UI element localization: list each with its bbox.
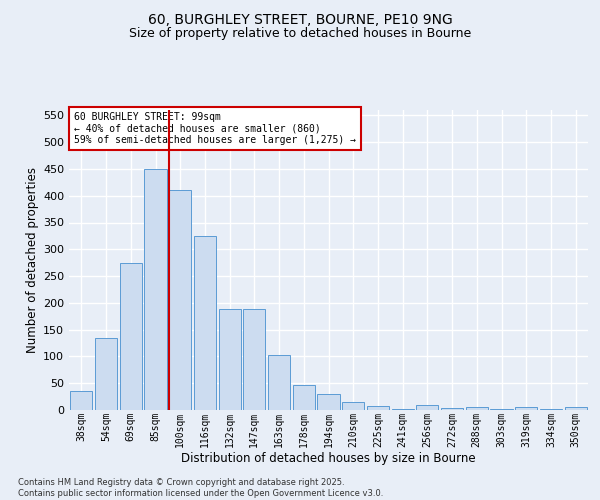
Y-axis label: Number of detached properties: Number of detached properties (26, 167, 39, 353)
Bar (416, 404, 439, 410)
X-axis label: Distribution of detached houses by size in Bourne: Distribution of detached houses by size … (181, 452, 476, 465)
Text: Size of property relative to detached houses in Bourne: Size of property relative to detached ho… (129, 28, 471, 40)
Bar (367, 406, 389, 410)
Bar (540, 409, 562, 410)
Bar (342, 402, 364, 410)
Bar (95, 338, 117, 410)
Text: 60 BURGHLEY STREET: 99sqm
← 40% of detached houses are smaller (860)
59% of semi: 60 BURGHLEY STREET: 99sqm ← 40% of detac… (74, 112, 356, 144)
Bar (70, 391, 92, 410)
Bar (268, 355, 290, 410)
Bar (565, 408, 587, 410)
Bar (317, 394, 340, 410)
Bar (169, 190, 191, 410)
Bar (466, 408, 488, 410)
Bar (218, 310, 241, 410)
Text: Contains HM Land Registry data © Crown copyright and database right 2025.
Contai: Contains HM Land Registry data © Crown c… (18, 478, 383, 498)
Bar (194, 236, 216, 410)
Bar (392, 409, 414, 410)
Bar (293, 385, 315, 410)
Bar (515, 408, 538, 410)
Bar (441, 408, 463, 410)
Bar (145, 169, 167, 410)
Text: 60, BURGHLEY STREET, BOURNE, PE10 9NG: 60, BURGHLEY STREET, BOURNE, PE10 9NG (148, 12, 452, 26)
Bar (490, 409, 512, 410)
Bar (243, 310, 265, 410)
Bar (119, 262, 142, 410)
